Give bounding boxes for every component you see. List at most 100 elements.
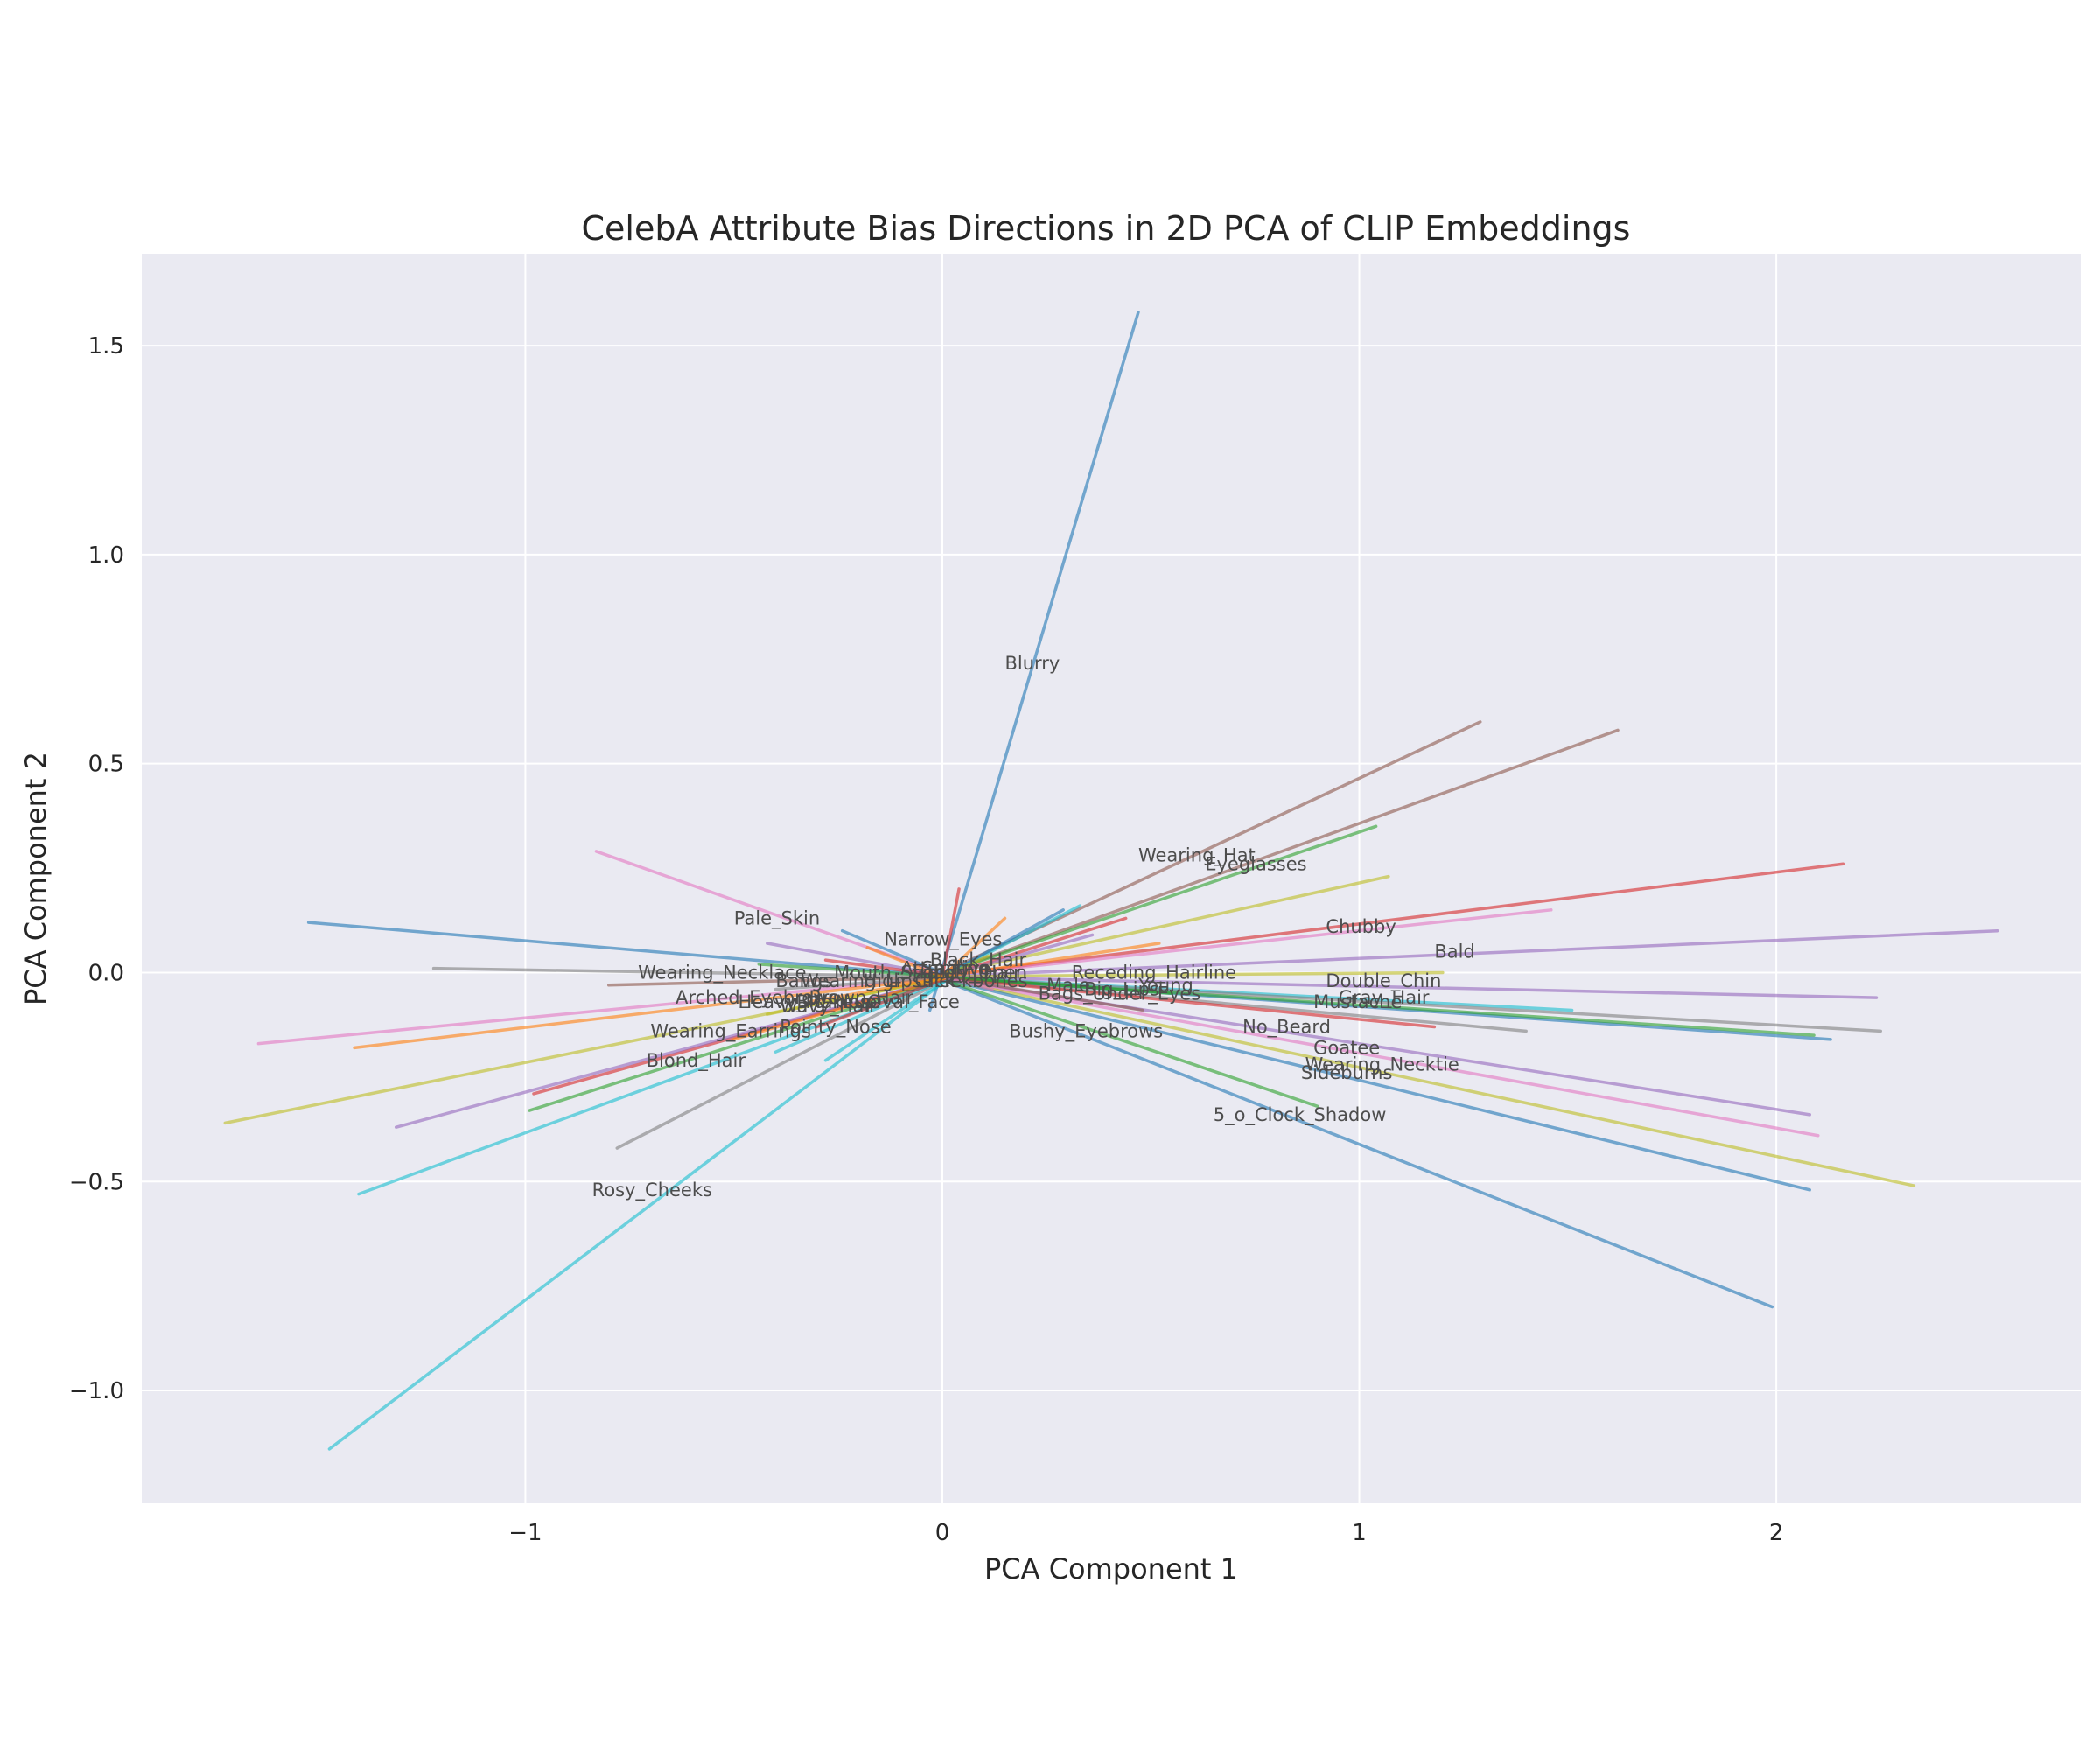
attribute-label: Wearing_Lipstick (801, 970, 956, 992)
bias-direction-line (932, 975, 1879, 999)
attribute-label: Narrow_Eyes (884, 928, 1002, 950)
attribute-label: Brown_Hair (808, 987, 914, 1009)
bias-direction-line (732, 975, 953, 1041)
attribute-label: Male (1046, 975, 1090, 996)
bias-direction-line (327, 975, 953, 1451)
attribute-label: High_Cheekbones (863, 970, 1027, 992)
bias-direction-line (932, 908, 1553, 978)
x-tick-label: −1 (508, 1520, 542, 1546)
x-tick-labels: −1 0 1 2 (508, 1520, 1783, 1546)
bias-direction-line (353, 975, 953, 1050)
bias-direction-line (256, 975, 953, 1046)
bias-direction-line (941, 975, 1173, 996)
bias-direction-line (932, 975, 1320, 1109)
bias-direction-line (941, 975, 994, 991)
y-tick-labels: −1.0 −0.5 0.0 0.5 1.0 1.5 (69, 333, 124, 1404)
attribute-label: Pointy_Nose (780, 1017, 892, 1039)
y-tick-label: 1.0 (88, 542, 124, 569)
plot-area (142, 254, 2081, 1503)
bias-direction-line (941, 942, 1161, 978)
grid-lines (142, 254, 2081, 1503)
bias-direction-line (823, 975, 953, 1062)
attribute-label: Receding_Hairline (1072, 962, 1236, 984)
attribute-label: Straight_Hair (900, 962, 1021, 984)
y-axis-label: PCA Component 2 (19, 752, 52, 1005)
bias-direction-line (941, 975, 1144, 1012)
bias-direction-line (431, 966, 953, 978)
attribute-label: Goatee (1313, 1037, 1380, 1058)
attribute-label: Wearing_Earrings (650, 1020, 810, 1042)
bias-direction-line (394, 975, 953, 1129)
attribute-label: Big_Lips (1084, 979, 1159, 1001)
attribute-label: Arched_Eyebrows (676, 987, 837, 1009)
bias-direction-line (932, 975, 1811, 1192)
y-tick-label: −0.5 (69, 1169, 124, 1195)
x-axis-label: PCA Component 1 (984, 1552, 1238, 1586)
bias-direction-line (941, 887, 961, 978)
attribute-label: Wearing_Necktie (1306, 1054, 1460, 1076)
attribute-label: Sideburns (1301, 1062, 1393, 1083)
attribute-label: Bangs (775, 970, 832, 991)
bias-direction-line (865, 946, 944, 978)
y-tick-label: 0.5 (88, 752, 124, 778)
bias-direction-line (932, 824, 1378, 978)
attribute-label: Smiling (921, 958, 990, 979)
bias-direction-line (941, 908, 1065, 978)
y-tick-label: 1.5 (88, 333, 124, 360)
bias-direction-line (932, 874, 1390, 978)
bias-direction-line (757, 962, 953, 978)
bias-direction-line (528, 975, 953, 1112)
attribute-label: Double_Chin (1326, 970, 1441, 992)
attribute-label: Oval_Face (867, 991, 960, 1013)
attribute-label: Attractive (900, 958, 990, 979)
x-tick-label: 2 (1769, 1520, 1784, 1546)
attribute-label: Bushy_Eyebrows (1009, 1020, 1163, 1042)
attribute-label: Mustache (1313, 991, 1402, 1012)
bias-direction-line (615, 975, 953, 1150)
bias-direction-line (941, 954, 990, 978)
x-tick-label: 1 (1352, 1520, 1367, 1546)
attribute-label: Eyeglasses (1205, 853, 1306, 874)
series-lines (223, 311, 1999, 1451)
bias-direction-line (932, 928, 1999, 978)
bias-direction-line (928, 311, 1140, 1012)
bias-direction-line (932, 975, 1774, 1309)
attribute-label: Blurry (1004, 653, 1060, 674)
attribute-label: Wavy_Hair (780, 996, 877, 1018)
attribute-label: Mouth_Slightly_Open (834, 962, 1027, 984)
attribute-label: Pale_Skin (734, 907, 820, 929)
attribute-label: Blond_Hair (647, 1050, 746, 1072)
attribute-label: Heavy_Makeup (738, 991, 877, 1013)
bias-direction-line (306, 920, 953, 978)
bias-direction-line (932, 728, 1620, 978)
bias-direction-line (932, 975, 1437, 1029)
bias-direction-line (807, 975, 953, 1004)
bias-direction-line (932, 975, 1916, 1187)
x-tick-label: 0 (935, 1520, 950, 1546)
attribute-label: Bald (1434, 942, 1474, 962)
attribute-label: Wearing_Hat (1138, 845, 1256, 867)
y-tick-label: −1.0 (69, 1378, 124, 1404)
attribute-label: Wearing_Necklace (638, 962, 806, 984)
attribute-label: Big_Nose (796, 991, 881, 1013)
bias-direction-line (941, 933, 1095, 978)
attribute-label: Gray_Hair (1339, 987, 1430, 1009)
bias-direction-line (774, 975, 953, 991)
attribute-label: Young (1138, 975, 1194, 996)
y-tick-label: 0.0 (88, 960, 124, 986)
attribute-label: Rosy_Cheeks (592, 1180, 712, 1201)
attribute-label: Bags_Under_Eyes (1039, 983, 1201, 1004)
bias-direction-line (816, 975, 953, 1029)
attribute-label: Chubby (1326, 916, 1396, 937)
bias-direction-line (932, 862, 1845, 978)
attribute-label: 5_o_Clock_Shadow (1214, 1104, 1387, 1126)
attribute-label: No_Beard (1242, 1017, 1331, 1039)
bias-direction-line (941, 916, 1007, 978)
attribute-label: Black_Hair (930, 949, 1027, 971)
bias-direction-line (932, 970, 1445, 978)
bias-direction-line (932, 975, 1820, 1138)
bias-direction-line (606, 975, 953, 987)
bias-direction-line (840, 928, 953, 978)
